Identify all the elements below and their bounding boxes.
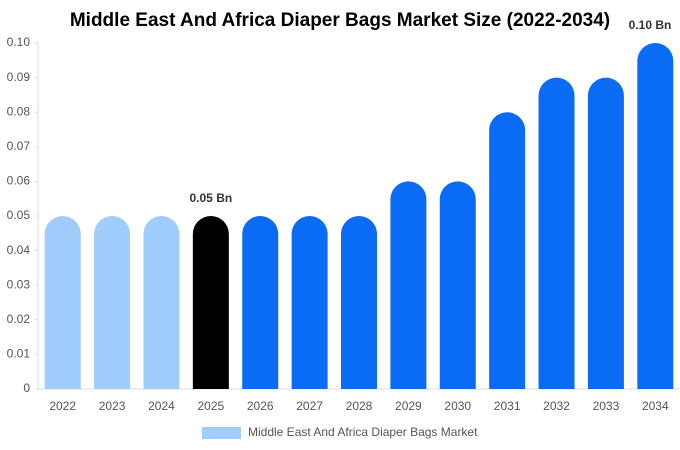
- x-tick-label: 2030: [444, 399, 471, 413]
- y-tick-label: 0.03: [7, 277, 31, 291]
- y-tick-label: 0.07: [7, 139, 31, 153]
- bar: [341, 216, 377, 389]
- bar: [94, 216, 131, 389]
- x-tick-label: 2032: [543, 399, 570, 413]
- bar: [44, 216, 81, 389]
- y-tick-label: 0.01: [7, 347, 31, 361]
- x-tick-label: 2029: [395, 399, 422, 413]
- x-tick-label: 2023: [99, 399, 126, 413]
- y-tick-label: 0.02: [7, 312, 31, 326]
- x-tick-label: 2031: [494, 399, 521, 413]
- y-tick-label: 0.08: [7, 104, 31, 118]
- x-tick-label: 2026: [247, 399, 274, 413]
- bar: [538, 77, 575, 389]
- y-tick-label: 0.06: [7, 174, 31, 188]
- x-tick-label: 2028: [346, 399, 373, 413]
- bar: [587, 77, 624, 389]
- y-tick-label: 0.09: [7, 70, 31, 84]
- bar: [192, 216, 229, 389]
- x-tick-label: 2033: [593, 399, 620, 413]
- bar: [143, 216, 180, 389]
- bar: [242, 216, 279, 389]
- bar: [291, 216, 328, 389]
- y-tick-label: 0.04: [7, 243, 31, 257]
- value-label: 0.10 Bn: [629, 18, 672, 32]
- x-tick-label: 2027: [296, 399, 323, 413]
- legend-swatch: [202, 427, 241, 439]
- bar: [390, 181, 427, 389]
- value-label: 0.05 Bn: [190, 191, 233, 205]
- x-tick-label: 2025: [197, 399, 224, 413]
- legend-label: Middle East And Africa Diaper Bags Marke…: [248, 425, 478, 439]
- bar: [489, 112, 526, 389]
- x-tick-label: 2034: [642, 399, 669, 413]
- chart-title: Middle East And Africa Diaper Bags Marke…: [70, 10, 610, 31]
- y-tick-label: 0: [23, 381, 30, 395]
- y-tick-label: 0.10: [7, 35, 31, 49]
- x-tick-label: 2022: [49, 399, 76, 413]
- bar: [637, 43, 674, 389]
- y-tick-label: 0.05: [7, 208, 31, 222]
- bar: [439, 181, 476, 389]
- x-tick-label: 2024: [148, 399, 175, 413]
